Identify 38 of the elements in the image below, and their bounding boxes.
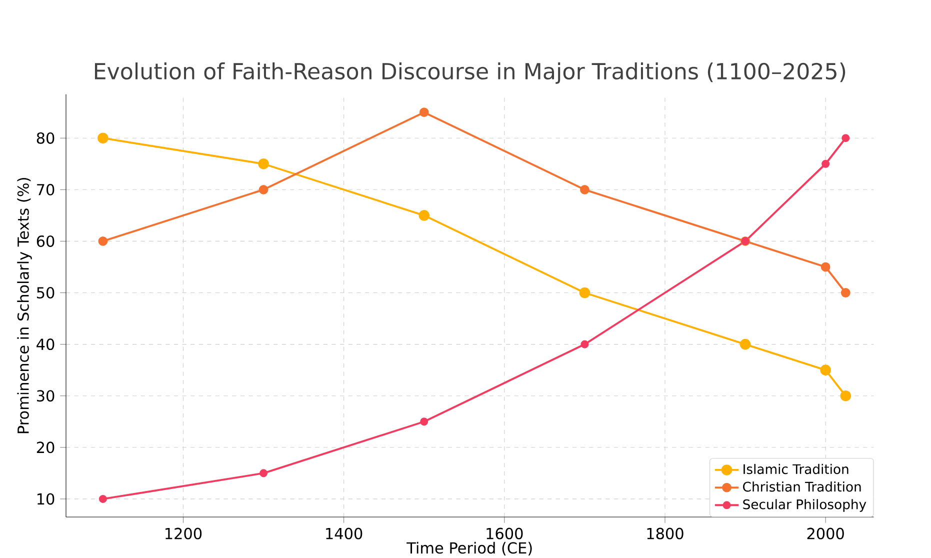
y-tick-label: 10: [38, 493, 54, 505]
point: [840, 288, 850, 298]
x-tick-label: 1800: [647, 528, 684, 540]
y-tick-label: 40: [36, 338, 54, 350]
legend-label: Islamic Tradition: [744, 464, 848, 474]
y-tick-label: 20: [36, 442, 54, 454]
point: [418, 210, 430, 221]
point: [98, 494, 107, 503]
point: [258, 158, 269, 170]
point: [840, 390, 852, 402]
legend-label: Christian Tradition: [743, 482, 861, 492]
x-tick-label: 1600: [486, 528, 523, 540]
point: [419, 108, 429, 118]
point: [580, 340, 589, 348]
point: [580, 184, 590, 194]
point: [420, 418, 428, 426]
x-tick-label: 2000: [807, 528, 844, 540]
point: [98, 236, 108, 246]
y-tick-label: 50: [37, 287, 54, 299]
point: [260, 469, 268, 478]
x-axis-title: Time Period (CE): [406, 542, 532, 556]
legend-label: Secular Philosophy: [743, 499, 866, 512]
y-axis-title: Prominence in Scholarly Texts (%): [17, 178, 32, 434]
y-tick-label: 80: [36, 132, 54, 144]
point: [258, 184, 268, 194]
point: [842, 134, 850, 142]
point: [740, 338, 751, 350]
point: [98, 132, 108, 144]
y-tick-label: 60: [36, 235, 54, 247]
point: [579, 287, 590, 298]
y-tick-label: 70: [37, 184, 54, 196]
point: [822, 160, 830, 168]
x-tick-label: 1200: [166, 528, 202, 540]
point: [820, 364, 831, 376]
point: [820, 262, 830, 272]
chart-title: Evolution of Faith-Reason Discourse in Major Traditions (1100–2025): [94, 62, 846, 84]
x-tick-label: 1400: [326, 528, 362, 540]
y-tick-label: 30: [36, 390, 54, 402]
